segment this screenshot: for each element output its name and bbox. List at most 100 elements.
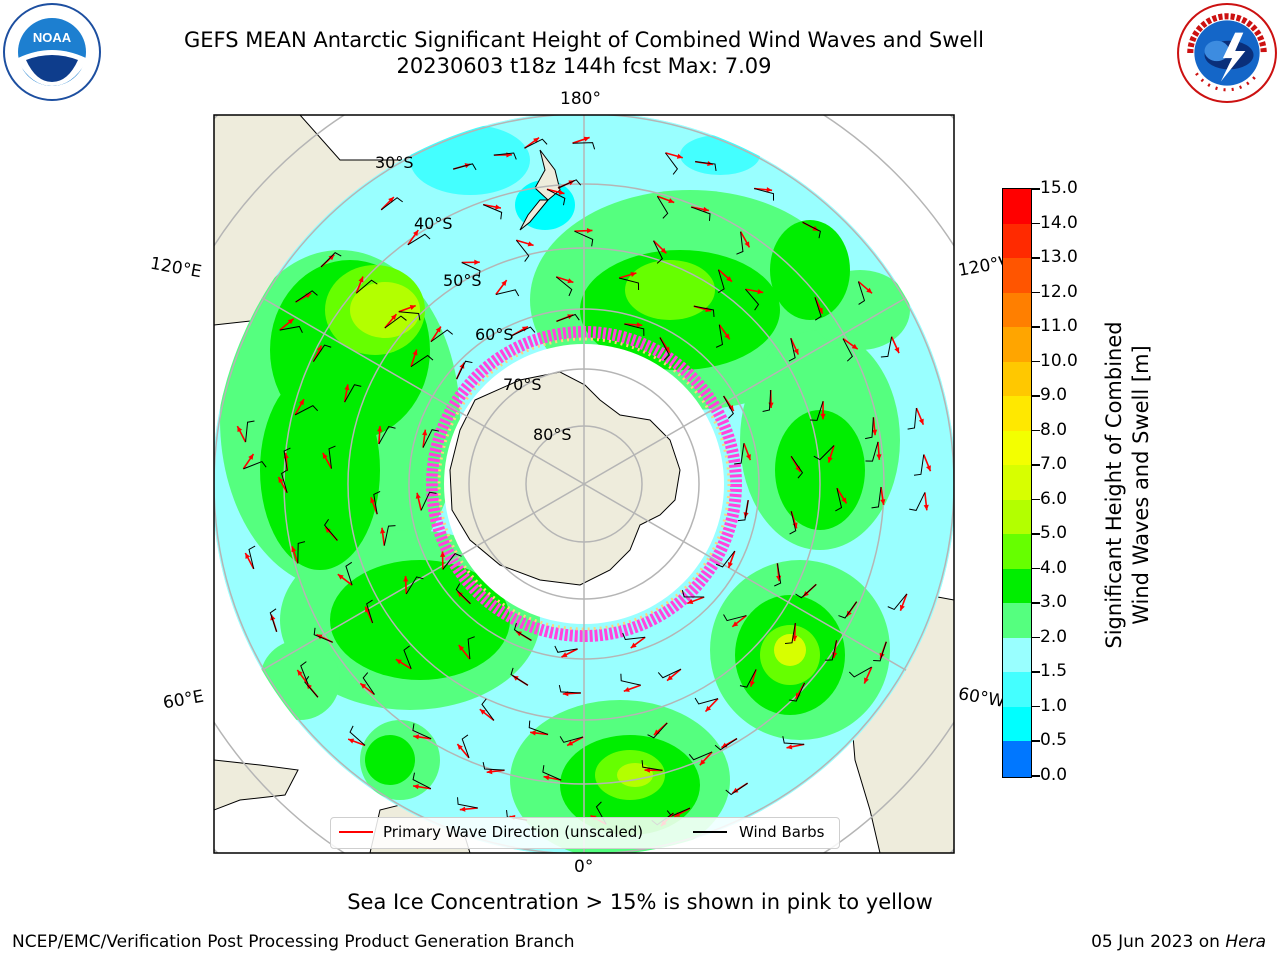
wave-arrow-head xyxy=(380,527,386,534)
wind-barb xyxy=(647,722,668,739)
wind-barb xyxy=(909,492,926,511)
wave-arrow-head xyxy=(630,271,637,277)
wind-barb xyxy=(848,666,872,678)
colorbar-band xyxy=(1003,361,1031,397)
wave-arrow-head xyxy=(515,631,522,637)
wave-arrow-head xyxy=(395,659,402,665)
wind-barb xyxy=(723,395,734,419)
wind-barb xyxy=(294,405,319,416)
colorbar-tick-mark xyxy=(1032,740,1040,742)
wind-barb xyxy=(665,152,679,175)
wave-arrow-head xyxy=(299,399,304,406)
wind-barb xyxy=(865,417,874,440)
wind-barb xyxy=(461,262,481,278)
wave-arrow-head xyxy=(486,769,493,775)
wave-arrow-head xyxy=(732,787,739,793)
wind-barb xyxy=(493,152,517,160)
lat-label-60s: 60°S xyxy=(475,325,514,344)
wind-barb xyxy=(641,760,663,771)
colorbar-tick-label: 11.0 xyxy=(1040,316,1078,337)
wind-barb xyxy=(556,313,580,322)
wave-arrow-head xyxy=(786,744,793,750)
colorbar-tick-mark xyxy=(1032,498,1040,501)
wave-arrow-head xyxy=(435,326,441,333)
wind-barb xyxy=(762,389,772,412)
wave-arrow-head xyxy=(390,314,397,321)
wave-arrow-head xyxy=(667,675,673,681)
wind-barb xyxy=(880,336,893,358)
wind-barb xyxy=(842,338,853,362)
wind-barb xyxy=(403,645,412,669)
colorbar-band xyxy=(1003,396,1031,432)
wave-arrow-head xyxy=(458,645,465,651)
lon-label-180: 180° xyxy=(560,89,601,109)
wave-arrow-head xyxy=(866,287,873,294)
wind-barb xyxy=(825,640,838,661)
wave-arrow-head xyxy=(440,551,446,557)
wind-barb xyxy=(745,288,760,311)
wind-barb xyxy=(810,401,824,421)
wave-arrow-head xyxy=(749,680,755,687)
wave-arrow-head xyxy=(664,346,670,353)
wind-barb xyxy=(681,589,705,598)
colorbar-tick-mark xyxy=(1032,395,1040,397)
wave-arrow-head xyxy=(413,734,420,740)
wave-arrow-head xyxy=(409,305,416,310)
wind-barb xyxy=(624,323,645,336)
wave-arrow-head xyxy=(358,276,364,283)
wave-arrow-head xyxy=(365,606,370,613)
svg-text:NOAA: NOAA xyxy=(33,30,72,45)
wind-barb xyxy=(467,636,475,660)
wind-barb xyxy=(790,455,804,479)
antarctica xyxy=(449,371,681,586)
wind-barb xyxy=(574,230,594,247)
wind-barb xyxy=(461,734,470,759)
wave-arrow-head xyxy=(495,204,501,210)
colorbar-band xyxy=(1003,327,1031,363)
wave-arrow-head xyxy=(583,136,590,142)
wind-barb xyxy=(362,672,375,695)
colorbar-tick-label: 12.0 xyxy=(1040,281,1078,302)
colorbar-label-line1: Significant Height of Combined xyxy=(1102,321,1126,649)
wave-arrow-head xyxy=(245,552,251,559)
wind-barb xyxy=(456,360,473,380)
wind-barb xyxy=(907,407,917,430)
wind-barb xyxy=(695,161,717,172)
colorbar-tick-mark xyxy=(1032,775,1040,777)
wind-barb xyxy=(453,163,477,171)
wave-arrow-head xyxy=(644,767,650,773)
wave-arrow-head xyxy=(567,740,574,746)
wind-barb xyxy=(871,487,882,509)
wind-barb xyxy=(774,563,782,587)
lat-label-30s: 30°S xyxy=(375,153,414,172)
wind-barb xyxy=(297,541,306,564)
wave-arrow-head xyxy=(403,576,409,582)
colorbar-band xyxy=(1003,189,1031,225)
colorbar-tick-mark xyxy=(1032,360,1040,363)
wave-arrow-head xyxy=(543,775,550,781)
wind-barb xyxy=(555,276,573,297)
wind-barb xyxy=(495,289,520,297)
wind-barb xyxy=(739,669,757,688)
colorbar-tick-label: 1.5 xyxy=(1040,661,1068,682)
colorbar-tick-label: 0.5 xyxy=(1040,730,1068,751)
colorbar-band xyxy=(1003,534,1031,570)
wind-barb xyxy=(412,723,432,740)
wave-arrow-head xyxy=(344,384,350,391)
wave-arrow-head xyxy=(348,738,355,744)
wave-arrow-head xyxy=(306,683,312,690)
wave-arrow-head xyxy=(237,426,243,433)
wind-barb xyxy=(789,682,806,702)
wave-arrow-head xyxy=(322,452,328,459)
wind-barb xyxy=(349,725,366,746)
wave-arrow-head xyxy=(660,247,667,254)
wave-arrow-head xyxy=(636,322,643,328)
wind-barb xyxy=(546,188,566,206)
wave-arrow-head xyxy=(558,189,565,195)
wind-barb xyxy=(813,445,835,461)
wind-barb xyxy=(295,290,318,303)
wave-arrow-head xyxy=(732,621,739,627)
wave-vectors xyxy=(236,136,932,827)
wind-barb xyxy=(835,488,843,512)
wind-barb xyxy=(283,447,291,471)
